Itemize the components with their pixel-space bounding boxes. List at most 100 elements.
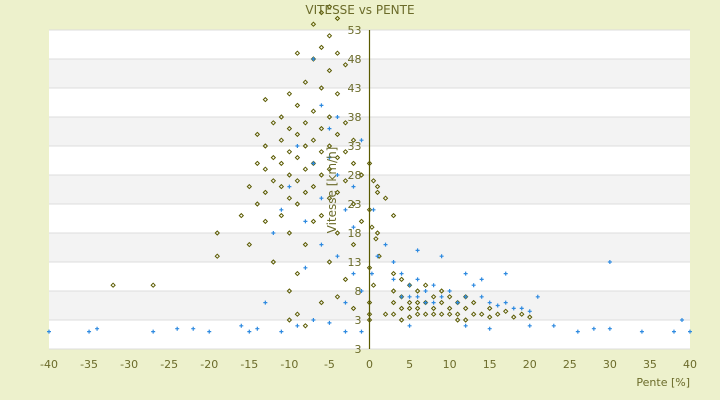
data-point-olive <box>390 299 397 306</box>
x-tick-label: -35 <box>80 358 98 371</box>
data-point-olive <box>358 172 365 178</box>
data-point-blue <box>447 289 452 293</box>
data-point-olive <box>462 305 469 312</box>
data-point-olive <box>318 149 325 155</box>
data-point-blue <box>327 320 332 325</box>
x-tick-label: 15 <box>483 358 497 371</box>
data-point-blue <box>303 265 308 270</box>
data-point-blue <box>371 207 376 212</box>
data-point-blue <box>639 329 644 334</box>
data-point-olive <box>262 218 269 225</box>
data-point-blue <box>423 300 428 305</box>
data-point-olive <box>294 102 301 109</box>
data-point-olive <box>326 259 333 265</box>
data-point-olive <box>342 149 349 155</box>
data-point-olive <box>342 62 349 68</box>
data-point-olive <box>302 143 309 149</box>
data-point-olive <box>486 314 493 320</box>
data-point-blue <box>431 300 436 305</box>
data-point-olive <box>310 183 317 190</box>
data-point-olive <box>494 311 501 317</box>
data-point-olive <box>342 276 349 283</box>
data-point-blue <box>319 196 324 201</box>
data-point-blue <box>527 323 532 328</box>
data-point-blue <box>439 254 444 259</box>
data-point-olive <box>374 189 381 196</box>
y-tick-label: 53 <box>348 24 362 37</box>
data-point-olive <box>262 189 269 196</box>
data-point-olive <box>214 253 220 259</box>
data-point-olive <box>310 218 317 225</box>
x-tick-label: -20 <box>200 358 218 371</box>
data-point-blue <box>335 254 340 259</box>
data-point-olive <box>414 288 421 294</box>
data-point-blue <box>255 326 260 331</box>
data-point-olive <box>318 299 325 306</box>
data-point-blue <box>463 323 468 328</box>
y-tick-label: 3 <box>355 314 362 327</box>
data-point-olive <box>310 21 317 27</box>
data-point-olive <box>334 15 341 22</box>
data-point-blue <box>487 300 492 305</box>
x-tick-label: 40 <box>683 358 697 371</box>
data-point-blue <box>495 303 500 308</box>
x-tick-label: 25 <box>563 358 577 371</box>
data-point-blue <box>463 294 468 299</box>
data-point-olive <box>294 50 301 56</box>
data-point-blue <box>95 326 100 331</box>
data-points <box>47 4 692 334</box>
data-point-olive <box>511 314 517 320</box>
data-point-olive <box>430 305 437 312</box>
data-point-blue <box>479 277 484 282</box>
data-point-olive <box>294 270 301 277</box>
data-point-olive <box>270 259 277 265</box>
x-tick-label: -25 <box>160 358 178 371</box>
data-point-blue <box>327 155 332 160</box>
data-point-olive <box>278 160 285 167</box>
data-point-blue <box>287 184 292 189</box>
data-point-olive <box>286 317 293 323</box>
data-point-blue <box>369 271 374 276</box>
data-point-blue <box>591 326 596 331</box>
data-point-olive <box>422 282 429 288</box>
data-point-olive <box>254 160 261 167</box>
data-point-blue <box>511 306 516 311</box>
data-point-blue <box>463 271 468 276</box>
data-point-olive <box>503 308 509 315</box>
data-point-olive <box>318 44 325 51</box>
data-point-olive <box>414 299 421 306</box>
data-point-olive <box>286 288 293 294</box>
data-point-olive <box>358 218 365 225</box>
x-tick-label: -10 <box>280 358 298 371</box>
x-tick-label: -40 <box>40 358 58 371</box>
data-point-blue <box>519 306 524 311</box>
data-point-blue <box>319 242 324 247</box>
data-point-olive <box>150 282 156 288</box>
chart-title: VITESSE vs PENTE <box>305 3 414 17</box>
data-point-blue <box>503 300 508 305</box>
data-point-blue <box>415 248 420 253</box>
data-point-blue <box>391 260 396 264</box>
data-point-blue <box>239 323 244 328</box>
data-point-olive <box>390 311 397 317</box>
data-point-blue <box>87 329 92 334</box>
data-point-olive <box>350 201 357 207</box>
x-tick-label: 0 <box>366 358 373 371</box>
data-point-olive <box>369 224 375 230</box>
data-point-blue <box>247 329 252 334</box>
data-point-blue <box>343 207 348 212</box>
y-tick-label: 8 <box>355 285 362 298</box>
data-point-blue <box>671 329 676 334</box>
data-point-olive <box>342 178 349 184</box>
data-point-blue <box>688 329 692 334</box>
data-point-olive <box>110 282 116 288</box>
data-point-olive <box>350 305 357 312</box>
y-axis-label: Vitesse [km/h] <box>325 147 339 234</box>
data-point-blue <box>415 294 420 299</box>
y-tick-label: 3 <box>355 343 362 356</box>
data-point-blue <box>551 323 556 328</box>
data-point-olive <box>406 314 413 320</box>
data-point-olive <box>334 230 341 236</box>
data-point-blue <box>335 115 340 119</box>
data-point-olive <box>286 91 293 97</box>
